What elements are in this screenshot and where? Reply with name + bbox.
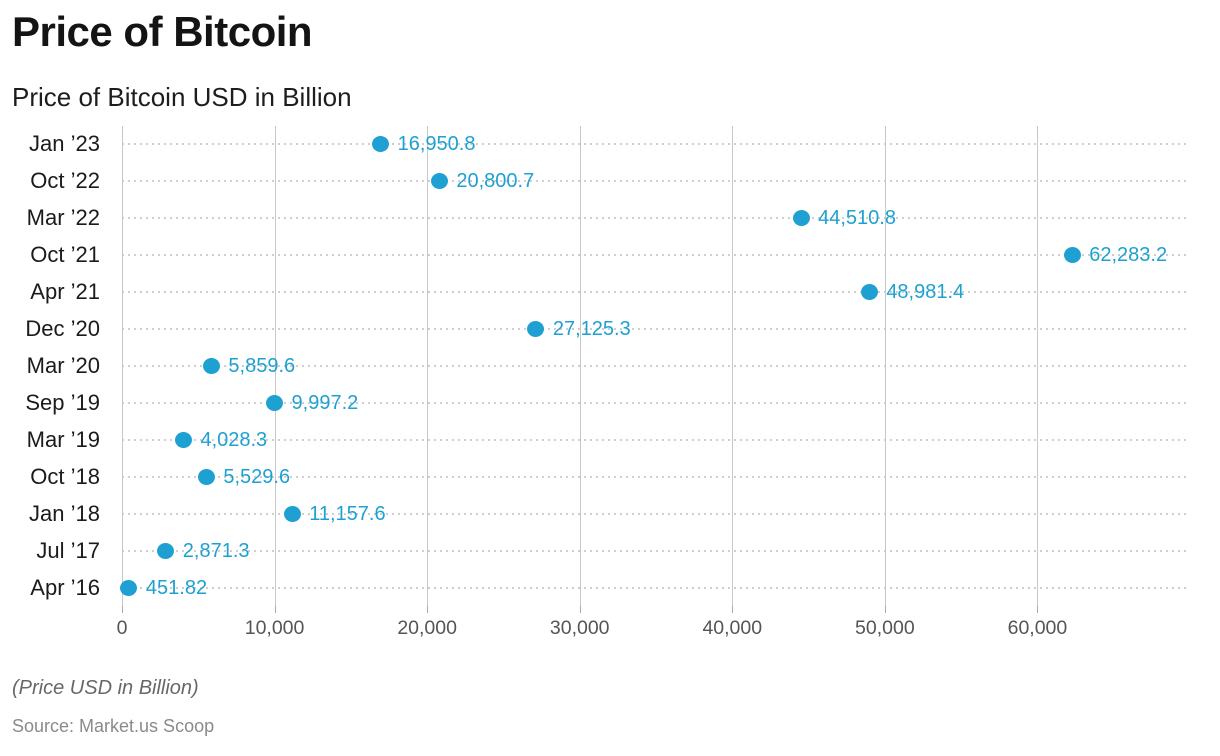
data-point-marker bbox=[372, 136, 390, 153]
vertical-gridline bbox=[884, 126, 886, 606]
data-point-label: 20,800.7 bbox=[456, 170, 535, 193]
row-gridline bbox=[122, 549, 1190, 552]
data-point-marker bbox=[157, 542, 175, 559]
data-point-marker bbox=[202, 358, 220, 374]
data-point-marker bbox=[527, 321, 545, 338]
y-axis-category-label: Jan ’23 bbox=[29, 131, 100, 157]
vertical-gridline bbox=[732, 126, 734, 606]
row-gridline bbox=[122, 365, 1190, 367]
y-axis-category-label: Oct ’21 bbox=[30, 242, 100, 268]
vertical-gridline bbox=[274, 126, 276, 606]
data-point-label: 2,871.3 bbox=[182, 539, 250, 562]
data-point-label: 27,125.3 bbox=[552, 318, 631, 341]
row-gridline bbox=[122, 291, 1190, 294]
y-axis-category-label: Jul ’17 bbox=[36, 537, 100, 563]
data-point-label: 44,510.8 bbox=[818, 207, 896, 230]
data-point-marker bbox=[120, 579, 138, 596]
x-axis-tick bbox=[579, 606, 581, 613]
vertical-gridline bbox=[427, 126, 429, 606]
y-axis-category-label: Oct ’22 bbox=[30, 168, 100, 194]
x-axis-tick bbox=[274, 606, 276, 613]
row-gridline bbox=[122, 512, 1190, 515]
row-gridline bbox=[122, 254, 1190, 257]
data-point-label: 11,157.6 bbox=[309, 502, 386, 525]
row-gridline bbox=[122, 438, 1190, 441]
data-point-label: 451.82 bbox=[145, 576, 208, 599]
row-gridline bbox=[122, 401, 1190, 404]
data-point-label: 9,997.2 bbox=[291, 391, 359, 414]
x-axis-tick-label: 0 bbox=[116, 617, 128, 639]
y-axis-category-label: Mar ’19 bbox=[26, 426, 100, 452]
data-point-label: 16,950.8 bbox=[397, 133, 476, 156]
data-point-marker bbox=[860, 284, 878, 301]
row-gridline bbox=[122, 475, 1190, 478]
x-axis-tick-label: 40,000 bbox=[702, 617, 763, 639]
row-gridline bbox=[122, 586, 1190, 589]
y-axis-category-label: Mar ’22 bbox=[26, 205, 100, 231]
y-axis-category-label: Sep ’19 bbox=[25, 389, 100, 415]
data-point-label: 5,859.6 bbox=[228, 355, 296, 377]
row-gridline bbox=[122, 180, 1190, 183]
x-axis-tick bbox=[732, 606, 734, 613]
y-axis-category-label: Apr ’16 bbox=[30, 574, 100, 600]
data-point-label: 62,283.2 bbox=[1089, 244, 1168, 267]
vertical-gridline bbox=[122, 126, 123, 606]
data-point-marker bbox=[266, 394, 284, 411]
row-gridline bbox=[122, 328, 1190, 331]
y-axis-category-label: Jan ’18 bbox=[29, 500, 100, 526]
y-axis-category-label: Oct ’18 bbox=[30, 463, 100, 489]
data-point-label: 5,529.6 bbox=[223, 465, 291, 488]
x-axis-tick bbox=[1037, 606, 1039, 613]
chart-title: Price of Bitcoin bbox=[12, 8, 313, 55]
vertical-gridline bbox=[1037, 126, 1039, 606]
y-axis-category-label: Dec ’20 bbox=[25, 316, 100, 342]
data-point-marker bbox=[792, 210, 810, 227]
x-axis-tick-label: 50,000 bbox=[855, 617, 915, 639]
x-axis-tick-label: 20,000 bbox=[397, 617, 457, 639]
y-axis-category-label: Apr ’21 bbox=[30, 279, 100, 305]
data-point-label: 4,028.3 bbox=[200, 428, 268, 451]
vertical-gridline bbox=[579, 126, 581, 606]
data-point-marker bbox=[430, 173, 448, 190]
row-gridline bbox=[122, 217, 1190, 220]
x-axis-tick bbox=[122, 606, 123, 613]
chart-subtitle: Price of Bitcoin USD in Billion bbox=[12, 82, 352, 112]
data-point-marker bbox=[197, 468, 215, 485]
chart-footnote: (Price USD in Billion) bbox=[12, 677, 199, 699]
data-point-marker bbox=[1063, 247, 1081, 264]
x-axis-tick-label: 10,000 bbox=[244, 617, 305, 639]
y-axis-category-label: Mar ’20 bbox=[26, 353, 100, 378]
data-point-marker bbox=[283, 505, 301, 522]
data-point-marker bbox=[174, 431, 192, 448]
chart-source: Source: Market.us Scoop bbox=[12, 716, 215, 736]
x-axis-tick bbox=[427, 606, 429, 613]
data-point-label: 48,981.4 bbox=[886, 281, 965, 304]
x-axis-tick bbox=[884, 606, 886, 613]
x-axis-tick-label: 60,000 bbox=[1007, 617, 1068, 639]
x-axis-tick-label: 30,000 bbox=[549, 617, 610, 639]
row-gridline bbox=[122, 143, 1190, 146]
